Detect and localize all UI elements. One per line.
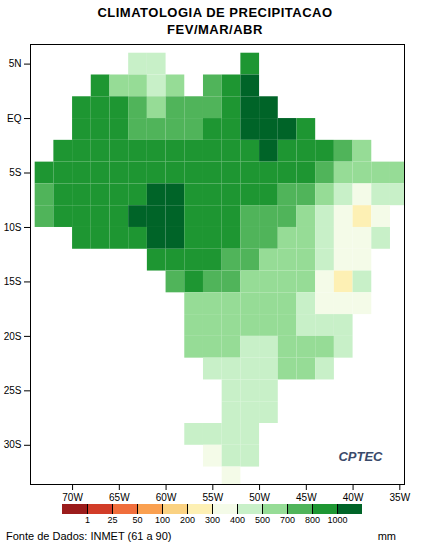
html-text:mm: mm: [377, 530, 396, 542]
svg-text:1000: 1000: [327, 515, 347, 525]
html-text:Fonte de Dados: INMET (61 a 90: Fonte de Dados: INMET (61 a 90): [6, 530, 172, 542]
svg-text:10S: 10S: [4, 222, 22, 233]
svg-text:55W: 55W: [203, 492, 224, 502]
svg-text:50W: 50W: [249, 492, 270, 502]
svg-text:45W: 45W: [296, 492, 317, 502]
svg-text:500: 500: [255, 515, 270, 525]
svg-text:300: 300: [205, 515, 220, 525]
svg-text:65W: 65W: [109, 492, 130, 502]
svg-text:800: 800: [305, 515, 320, 525]
html-text:FEV/MAR/ABR: FEV/MAR/ABR: [167, 22, 263, 37]
svg-text:70W: 70W: [62, 492, 83, 502]
svg-text:1: 1: [85, 515, 90, 525]
svg-text:5S: 5S: [9, 167, 22, 178]
svg-text:EQ: EQ: [7, 113, 22, 124]
svg-text:40W: 40W: [343, 492, 364, 502]
svg-text:50: 50: [132, 515, 142, 525]
svg-text:20S: 20S: [4, 331, 22, 342]
svg-text:5N: 5N: [9, 58, 22, 69]
svg-text:200: 200: [180, 515, 195, 525]
html-text:CLIMATOLOGIA DE PRECIPITACAO: CLIMATOLOGIA DE PRECIPITACAO: [97, 5, 333, 20]
svg-text:15S: 15S: [4, 276, 22, 287]
svg-text:700: 700: [280, 515, 295, 525]
svg-text:25S: 25S: [4, 385, 22, 396]
svg-text:35W: 35W: [390, 492, 411, 502]
svg-text:CPTEC: CPTEC: [338, 449, 383, 464]
svg-text:25: 25: [107, 515, 117, 525]
svg-text:60W: 60W: [156, 492, 177, 502]
svg-text:400: 400: [230, 515, 245, 525]
svg-text:30S: 30S: [4, 439, 22, 450]
svg-text:100: 100: [155, 515, 170, 525]
